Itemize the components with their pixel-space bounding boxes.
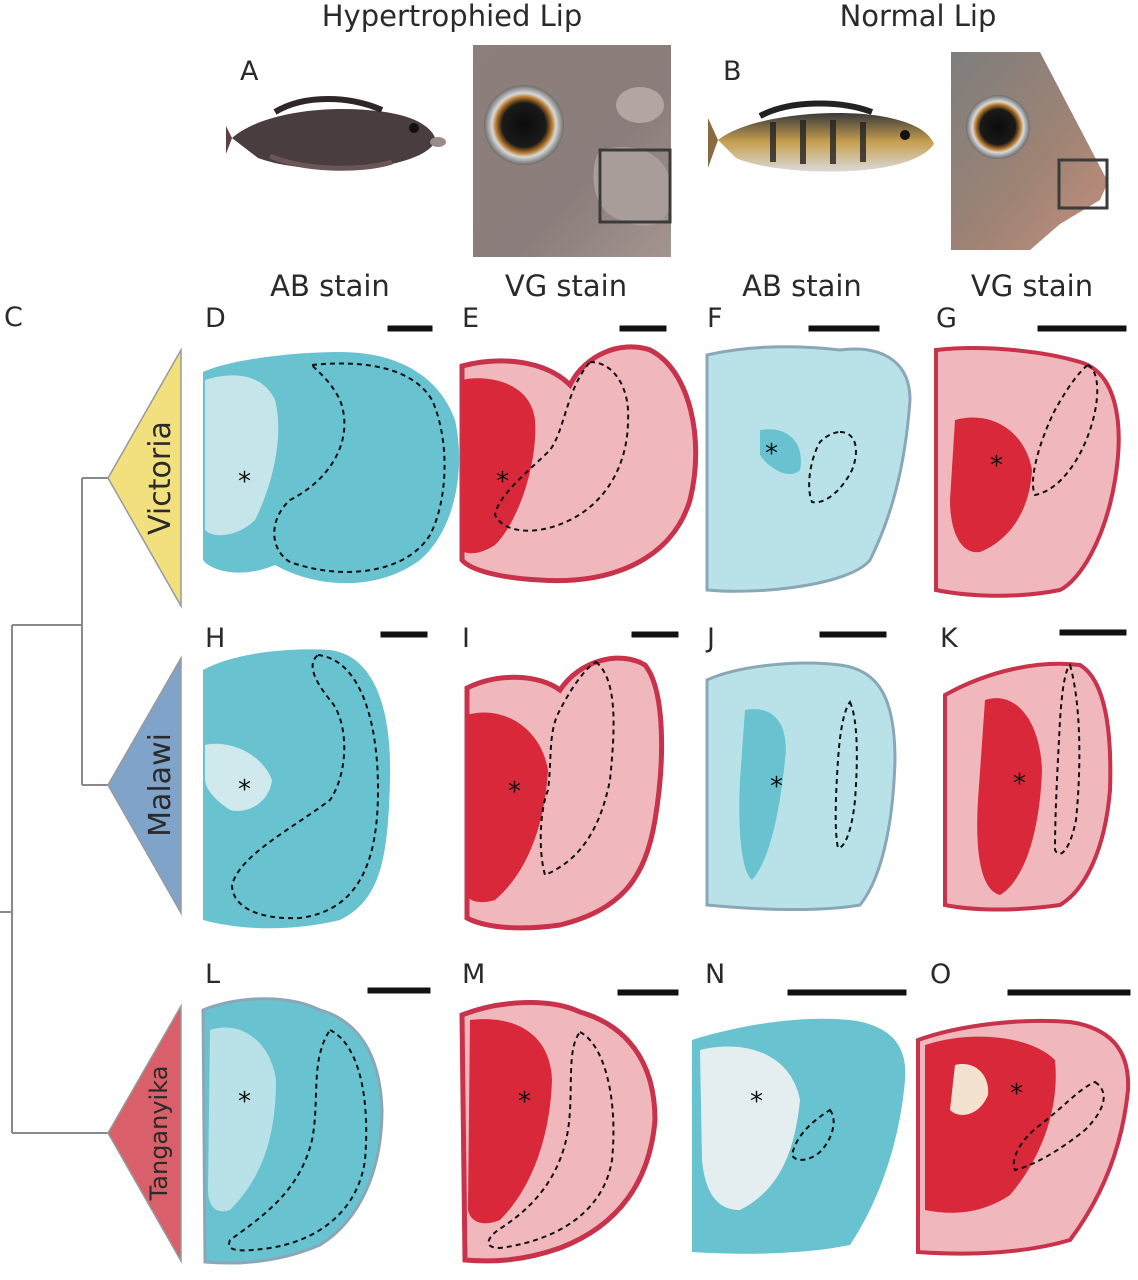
clade-label-malawi: Malawi — [143, 733, 178, 837]
dashed-outline — [834, 700, 858, 850]
clade-malawi: Malawi — [107, 655, 182, 916]
panel-label-g: G — [936, 303, 957, 334]
dashed-outline — [228, 1028, 368, 1252]
panel-h: H * — [203, 623, 428, 929]
dashed-outline — [230, 653, 380, 920]
panel-label-a: A — [240, 56, 259, 87]
panel-label-c: C — [4, 302, 23, 333]
scale-bar — [1007, 989, 1131, 996]
asterisk: * — [238, 467, 251, 497]
scale-bar — [631, 631, 679, 638]
panel-d: D * — [203, 303, 460, 584]
panel-label-d: D — [205, 303, 226, 334]
asterisk: * — [496, 467, 509, 497]
tissue-section — [705, 661, 897, 912]
panel-k: K * — [940, 623, 1127, 912]
asterisk: * — [518, 1087, 531, 1117]
clade-tanganyika: Tanganyika — [107, 1003, 182, 1264]
scale-bar — [619, 325, 667, 332]
dashed-outline — [808, 430, 857, 504]
panel-label-h: H — [205, 623, 225, 654]
fish-photo-normal — [708, 100, 934, 172]
head-photo-hypertrophied — [473, 45, 672, 257]
asterisk: * — [238, 1087, 251, 1117]
panel-label-o: O — [930, 959, 951, 990]
scale-bar — [819, 631, 887, 638]
header-hypertrophied-lip: Hypertrophied Lip — [322, 0, 582, 33]
panel-label-l: L — [205, 959, 220, 990]
column-header-vg-stain-1: VG stain — [505, 269, 627, 303]
panel-label-k: K — [940, 623, 959, 654]
clade-triangle-tanganyika — [107, 1003, 182, 1264]
panel-label-f: F — [707, 303, 723, 334]
asterisk: * — [770, 772, 783, 802]
clade-victoria: Victoria — [107, 347, 182, 609]
panel-n: N * — [692, 959, 907, 1254]
dashed-outline — [493, 360, 630, 532]
asterisk: * — [1010, 1079, 1023, 1109]
clade-label-tanganyika: Tanganyika — [145, 1066, 173, 1202]
panel-label-n: N — [705, 959, 725, 990]
scale-bar — [808, 325, 880, 332]
clade-triangle-malawi — [107, 655, 182, 916]
header-normal-lip: Normal Lip — [840, 0, 997, 33]
asterisk: * — [765, 439, 778, 469]
asterisk: * — [1013, 769, 1026, 799]
asterisk: * — [990, 451, 1003, 481]
panel-i: I * — [462, 623, 679, 931]
panel-label-i: I — [462, 623, 470, 654]
dashed-outline — [1031, 363, 1099, 497]
panel-e: E * — [459, 303, 699, 584]
dashed-outline — [790, 1108, 835, 1161]
tissue-section — [705, 345, 912, 593]
column-header-ab-stain-1: AB stain — [270, 269, 390, 303]
panel-j: J * — [705, 623, 897, 912]
asterisk: * — [508, 777, 521, 807]
scale-bar — [367, 987, 431, 994]
asterisk: * — [238, 775, 251, 805]
scale-bar — [380, 631, 428, 638]
clade-triangle-victoria — [107, 347, 182, 609]
dashed-outline — [1012, 1080, 1105, 1172]
clade-label-victoria: Victoria — [143, 421, 178, 535]
panel-g: G * — [934, 303, 1127, 598]
column-header-vg-stain-2: VG stain — [971, 269, 1093, 303]
column-header-ab-stain-2: AB stain — [742, 269, 862, 303]
scale-bar — [1059, 629, 1127, 636]
scale-bar — [617, 989, 679, 996]
panel-label-b: B — [723, 56, 742, 87]
scale-bar — [1037, 325, 1127, 332]
panel-l: L * — [201, 959, 431, 1265]
panel-f: F * — [705, 303, 912, 593]
panel-m: M * — [459, 959, 679, 1264]
dashed-outline — [1053, 663, 1081, 855]
scale-bar — [787, 989, 907, 996]
panel-label-e: E — [462, 303, 479, 334]
panel-label-j: J — [705, 623, 715, 654]
dashed-outline — [273, 362, 446, 573]
phylogenetic-tree — [0, 477, 108, 1134]
panel-label-m: M — [462, 959, 485, 990]
panel-o: O * — [916, 959, 1131, 1256]
head-photo-normal — [951, 52, 1109, 250]
asterisk: * — [750, 1087, 763, 1117]
dashed-outline — [487, 1030, 615, 1250]
fish-photo-hypertrophied — [226, 96, 446, 171]
scale-bar — [387, 325, 433, 332]
